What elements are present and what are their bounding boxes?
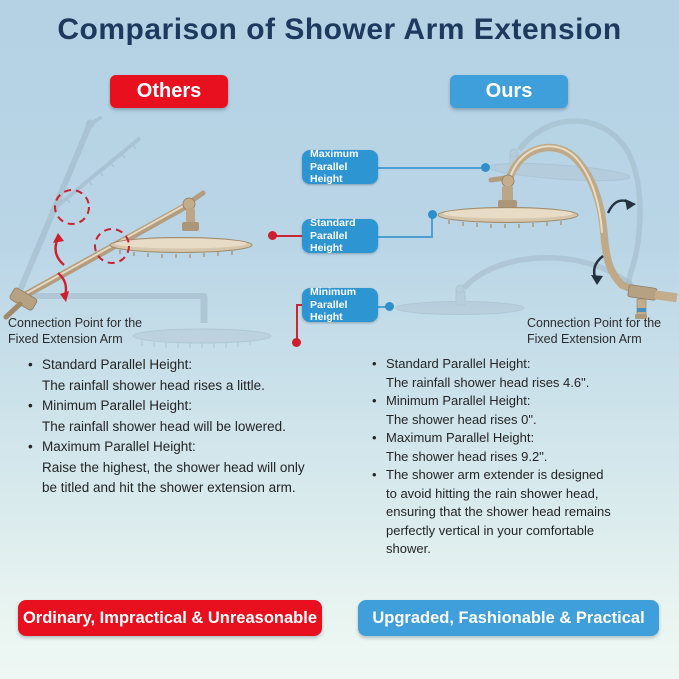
- connector-dot: [268, 231, 277, 240]
- label-standard-parallel-height: Standard Parallel Height: [302, 217, 378, 254]
- page-title: Comparison of Shower Arm Extension: [57, 13, 622, 46]
- label-minimum-parallel-height: Minimum Parallel Height: [302, 286, 378, 323]
- list-item: Minimum Parallel Height: The rainfall sh…: [26, 396, 346, 437]
- others-verdict-banner: Ordinary, Impractical & Unreasonable: [18, 600, 322, 636]
- rotation-arrow-icon: [53, 233, 69, 302]
- others-solid-arm: [3, 190, 253, 320]
- list-item: Maximum Parallel Height: The shower head…: [370, 429, 672, 466]
- connector-dot: [385, 302, 394, 311]
- ours-header-badge: Ours: [450, 75, 568, 108]
- pivot-highlight-circles: [54, 189, 130, 264]
- connector-line: [378, 167, 483, 169]
- connector-dot: [428, 210, 437, 219]
- connector-line: [431, 215, 433, 238]
- list-item: Maximum Parallel Height: Raise the highe…: [26, 437, 346, 499]
- connector-line: [274, 235, 304, 237]
- list-item: Standard Parallel Height: The rainfall s…: [370, 355, 672, 392]
- others-shower-arm-illustration: [3, 116, 272, 348]
- rotation-arrow-icon: [591, 199, 636, 285]
- ours-solid-arm: [437, 143, 678, 319]
- label-maximum-parallel-height: Maximum Parallel Height: [302, 148, 378, 185]
- others-ghost-lowered-position: [21, 293, 272, 348]
- ours-connection-point-caption: Connection Point for the Fixed Extension…: [527, 316, 662, 346]
- ours-verdict-banner: Upgraded, Fashionable & Practical: [358, 600, 659, 636]
- connector-dot: [292, 338, 301, 347]
- others-connection-point-caption: Connection Point for the Fixed Extension…: [8, 316, 143, 346]
- others-header-badge: Others: [110, 75, 228, 108]
- connector-line: [296, 304, 298, 340]
- ours-bullet-list: Standard Parallel Height: The rainfall s…: [370, 355, 672, 559]
- connector-dot: [481, 163, 490, 172]
- others-bullet-list: Standard Parallel Height: The rainfall s…: [26, 355, 346, 499]
- connector-line: [374, 306, 388, 308]
- list-item: Minimum Parallel Height: The shower head…: [370, 392, 672, 429]
- list-item: Standard Parallel Height: The rainfall s…: [26, 355, 346, 396]
- others-ghost-raised-position: [13, 116, 142, 303]
- ours-shower-arm-illustration: [395, 118, 678, 319]
- connector-line: [297, 304, 305, 306]
- connector-line: [378, 236, 433, 238]
- ours-ghost-lowered-position: [395, 255, 639, 315]
- list-item: The shower arm extender is designed to a…: [370, 466, 672, 559]
